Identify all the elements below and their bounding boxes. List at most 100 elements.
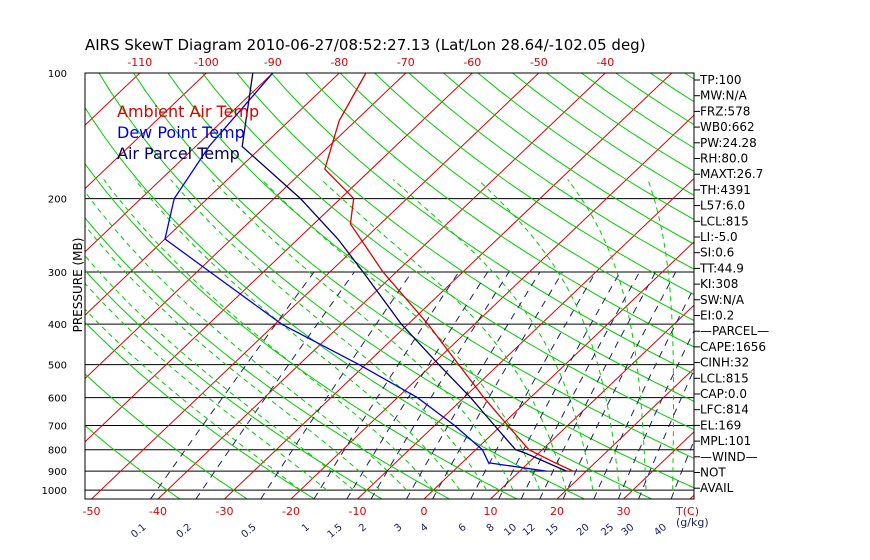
isotherm-line	[85, 73, 274, 253]
dry-adiabat-line	[305, 73, 694, 348]
moist-adiabat-line	[134, 179, 461, 491]
mixing-ratio-line	[150, 271, 315, 499]
top-temp-tick-label: -50	[530, 56, 548, 69]
index-label: CINH:32	[700, 356, 749, 370]
isotherm-line	[423, 241, 694, 499]
pressure-tick-label: 900	[48, 467, 67, 478]
index-label: EL:169	[700, 418, 741, 432]
dry-adiabat-line	[202, 73, 694, 431]
pressure-tick-label: 400	[48, 320, 67, 331]
mixing-ratio-tick-label: 0.2	[175, 522, 194, 541]
mixing-ratio-line	[498, 271, 621, 499]
dry-adiabat-line	[85, 373, 248, 499]
index-label: LI:-5.0	[700, 230, 738, 244]
bottom-temp-tick-label: 0	[421, 505, 428, 518]
chart-title: AIRS SkewT Diagram 2010-06-27/08:52:27.1…	[85, 36, 646, 54]
mixing-ratio-line	[520, 271, 640, 499]
mixing-ratio-line	[470, 271, 597, 499]
mixing-ratio-line	[370, 271, 510, 499]
mixing-ratio-tick-label: 6	[457, 522, 469, 535]
mixing-ratio-tick-label: 0.1	[129, 522, 148, 541]
dry-adiabat-line	[85, 106, 585, 499]
mixing-ratio-tick-label: 8	[485, 522, 497, 535]
moist-adiabat-line	[85, 282, 328, 491]
dry-adiabat-line	[98, 73, 653, 499]
mixing-ratio-tick-label: 25	[599, 522, 616, 539]
top-temp-tick-label: -90	[264, 56, 282, 69]
moist-adiabat-line	[647, 179, 675, 491]
temp-unit-label: T(C)	[675, 505, 699, 518]
isotherm-line	[0, 73, 7, 499]
isotherm-line	[85, 73, 407, 380]
mixing-ratio-line	[195, 271, 355, 499]
pressure-tick-label: 200	[48, 195, 67, 206]
dry-adiabat-line	[167, 73, 694, 459]
top-temp-tick-label: -70	[397, 56, 415, 69]
dry-adiabat-line	[649, 73, 694, 103]
mixing-ratio-unit-label: (g/kg)	[676, 516, 709, 529]
index-label: MPL:101	[700, 434, 751, 448]
pressure-tick-label: 300	[48, 268, 67, 279]
mixing-ratio-line	[406, 271, 541, 499]
isotherm-line	[224, 73, 673, 499]
dry-adiabat-line	[374, 73, 694, 296]
index-label: WB0:662	[700, 120, 755, 134]
mixing-ratio-line	[432, 271, 564, 499]
bottom-temp-tick-label: -30	[216, 505, 234, 518]
mixing-ratio-tick-label: 2	[357, 522, 369, 535]
mixing-ratio-tick-label: 10	[502, 522, 519, 539]
index-label: TT:44.9	[699, 261, 744, 275]
moist-adiabat-line	[85, 190, 408, 491]
isotherm-line	[490, 304, 694, 499]
dew-point-line	[164, 73, 547, 472]
index-label: AVAIL	[700, 481, 734, 495]
legend-dew-point-temp: Dew Point Temp	[117, 123, 245, 142]
moist-adiabat-line	[170, 179, 487, 491]
index-label: PW:24.28	[700, 136, 757, 150]
y-axis-label: PRESSURE (MB)	[71, 238, 85, 333]
moist-adiabat-line	[103, 179, 434, 491]
isotherm-line	[85, 73, 207, 190]
bottom-temp-tick-label: -40	[149, 505, 167, 518]
mixing-ratio-tick-label: 1	[300, 522, 312, 535]
index-label: LFC:814	[700, 403, 749, 417]
pressure-tick-label: 100	[48, 69, 67, 80]
index-label: LCL:815	[700, 214, 749, 228]
index-label: SW:N/A	[700, 293, 745, 307]
moist-adiabat-line	[567, 179, 647, 491]
moist-adiabat-line	[261, 179, 541, 491]
dry-adiabat-line	[85, 162, 518, 499]
pressure-tick-label: 700	[48, 422, 67, 433]
isotherm-line	[85, 73, 340, 316]
mixing-ratio-tick-label: 15	[544, 522, 561, 539]
mixing-ratio-tick-label: 12	[521, 522, 538, 539]
top-temp-tick-label: -100	[194, 56, 219, 69]
bottom-temp-tick-label: -50	[83, 505, 101, 518]
index-label: LCL:815	[700, 371, 749, 385]
index-label: FRZ:578	[700, 104, 750, 118]
isotherm-line	[290, 114, 694, 499]
bottom-temp-tick-label: 30	[617, 505, 631, 518]
mixing-ratio-tick-label: 0.5	[239, 522, 258, 541]
top-temp-tick-label: -80	[330, 56, 348, 69]
pressure-tick-label: 600	[48, 394, 67, 405]
index-label: —WIND—	[700, 450, 758, 464]
bottom-temp-tick-label: 10	[484, 505, 498, 518]
mixing-ratio-line	[346, 271, 489, 499]
pressure-tick-label: 1000	[42, 486, 67, 497]
dry-adiabat-line	[133, 73, 694, 489]
index-label: —PARCEL—	[700, 324, 769, 338]
index-label: CAP:0.0	[700, 387, 747, 401]
mixing-ratio-line	[313, 271, 460, 499]
isotherm-line	[157, 73, 606, 499]
mixing-ratio-tick-label: 1.5	[326, 522, 345, 541]
index-label: MW:N/A	[700, 89, 748, 103]
index-label: MAXT:26.7	[700, 167, 763, 181]
mixing-ratio-line	[260, 271, 413, 499]
moist-adiabat-line	[85, 224, 381, 491]
index-label: TP:100	[699, 73, 742, 87]
index-label: L57:6.0	[700, 199, 745, 213]
index-label: NOT	[700, 466, 726, 480]
pressure-tick-label: 800	[48, 446, 67, 457]
